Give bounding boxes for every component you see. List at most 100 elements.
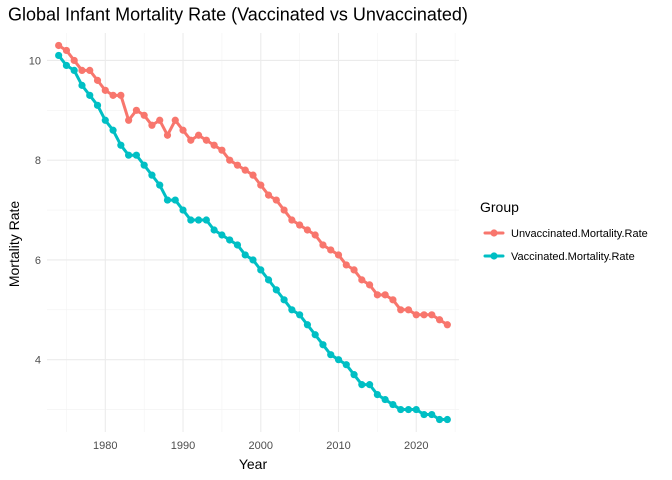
data-point xyxy=(86,66,94,75)
data-point xyxy=(233,161,242,169)
data-point xyxy=(210,141,218,149)
legend-label: Unvaccinated.Mortality.Rate xyxy=(511,228,648,240)
data-point xyxy=(373,291,381,299)
data-point xyxy=(125,116,133,124)
x-tick-label: 2010 xyxy=(326,440,350,452)
data-point xyxy=(366,381,374,389)
data-point xyxy=(381,395,389,404)
data-point xyxy=(187,216,195,224)
data-point xyxy=(226,156,234,164)
data-point xyxy=(171,196,179,204)
legend: Group Unvaccinated.Mortality.Rate Vaccina… xyxy=(480,199,648,263)
data-point xyxy=(288,306,296,314)
data-point xyxy=(443,321,451,329)
y-tick-label: 4 xyxy=(35,355,41,367)
data-point xyxy=(428,410,436,419)
data-point xyxy=(404,405,413,414)
legend-key-point xyxy=(490,229,498,237)
data-point xyxy=(132,151,140,159)
data-point xyxy=(70,66,78,75)
legend-label: Vaccinated.Mortality.Rate xyxy=(511,251,635,263)
data-point xyxy=(241,251,249,259)
data-point xyxy=(428,311,436,319)
data-point xyxy=(350,371,358,379)
data-point xyxy=(78,81,86,89)
data-point xyxy=(420,410,428,419)
data-point xyxy=(319,241,327,249)
data-point xyxy=(311,231,319,239)
data-point xyxy=(226,236,234,244)
data-point xyxy=(280,206,288,214)
data-point xyxy=(117,141,125,149)
y-tick-label: 8 xyxy=(35,155,41,167)
data-point xyxy=(350,266,358,274)
data-point xyxy=(412,405,420,414)
data-point xyxy=(435,415,444,424)
x-tick-label: 1990 xyxy=(171,440,195,452)
data-point xyxy=(342,361,350,369)
data-point xyxy=(62,61,71,70)
data-point xyxy=(257,266,265,274)
series-line xyxy=(57,43,449,327)
data-point xyxy=(62,46,71,55)
data-point xyxy=(233,241,242,249)
data-point xyxy=(179,126,187,134)
data-point xyxy=(303,321,312,329)
data-point xyxy=(311,331,319,339)
series-1 xyxy=(55,51,451,424)
data-point xyxy=(264,276,273,284)
data-point xyxy=(397,405,405,414)
data-point xyxy=(117,91,125,99)
data-point xyxy=(249,171,257,179)
data-point xyxy=(187,136,195,144)
data-point xyxy=(334,251,343,259)
data-point xyxy=(280,296,288,304)
data-point xyxy=(202,216,210,224)
data-point xyxy=(296,311,304,319)
data-point xyxy=(70,56,78,65)
data-point xyxy=(194,216,203,224)
data-point xyxy=(210,226,218,234)
data-point xyxy=(404,306,413,314)
data-point xyxy=(272,286,280,294)
chart-title: Global Infant Mortality Rate (Vaccinated… xyxy=(8,5,468,25)
data-point xyxy=(249,256,257,264)
y-tick-label: 6 xyxy=(35,255,41,267)
data-point xyxy=(140,111,148,119)
data-point xyxy=(288,216,296,224)
data-point xyxy=(218,146,226,154)
data-point xyxy=(140,161,148,169)
data-point xyxy=(55,51,63,60)
data-point xyxy=(296,221,304,229)
data-point xyxy=(125,151,133,159)
series-layer xyxy=(55,41,451,424)
data-point xyxy=(358,276,366,284)
data-point xyxy=(132,106,140,114)
data-point xyxy=(179,206,187,214)
data-point xyxy=(443,415,451,424)
data-point xyxy=(334,356,343,364)
x-axis-title: Year xyxy=(239,456,268,472)
data-point xyxy=(327,351,335,359)
data-point xyxy=(381,291,389,299)
x-tick-label: 2000 xyxy=(249,440,273,452)
data-point xyxy=(194,131,203,139)
data-point xyxy=(202,136,210,144)
x-axis-ticks: 1980 1990 2000 2010 2020 xyxy=(93,440,428,452)
data-point xyxy=(435,316,444,324)
legend-entry: Vaccinated.Mortality.Rate xyxy=(483,251,635,263)
data-point xyxy=(171,116,179,124)
data-point xyxy=(55,41,63,50)
data-point xyxy=(86,91,94,99)
data-point xyxy=(264,191,273,199)
data-point xyxy=(366,281,374,289)
x-tick-label: 2020 xyxy=(404,440,428,452)
y-axis-title: Mortality Rate xyxy=(6,201,22,288)
x-tick-label: 1980 xyxy=(93,440,117,452)
data-point xyxy=(156,116,164,124)
data-point xyxy=(101,86,109,94)
data-point xyxy=(101,116,109,124)
data-point xyxy=(109,91,117,99)
data-point xyxy=(163,196,172,204)
legend-key-point xyxy=(490,252,498,260)
